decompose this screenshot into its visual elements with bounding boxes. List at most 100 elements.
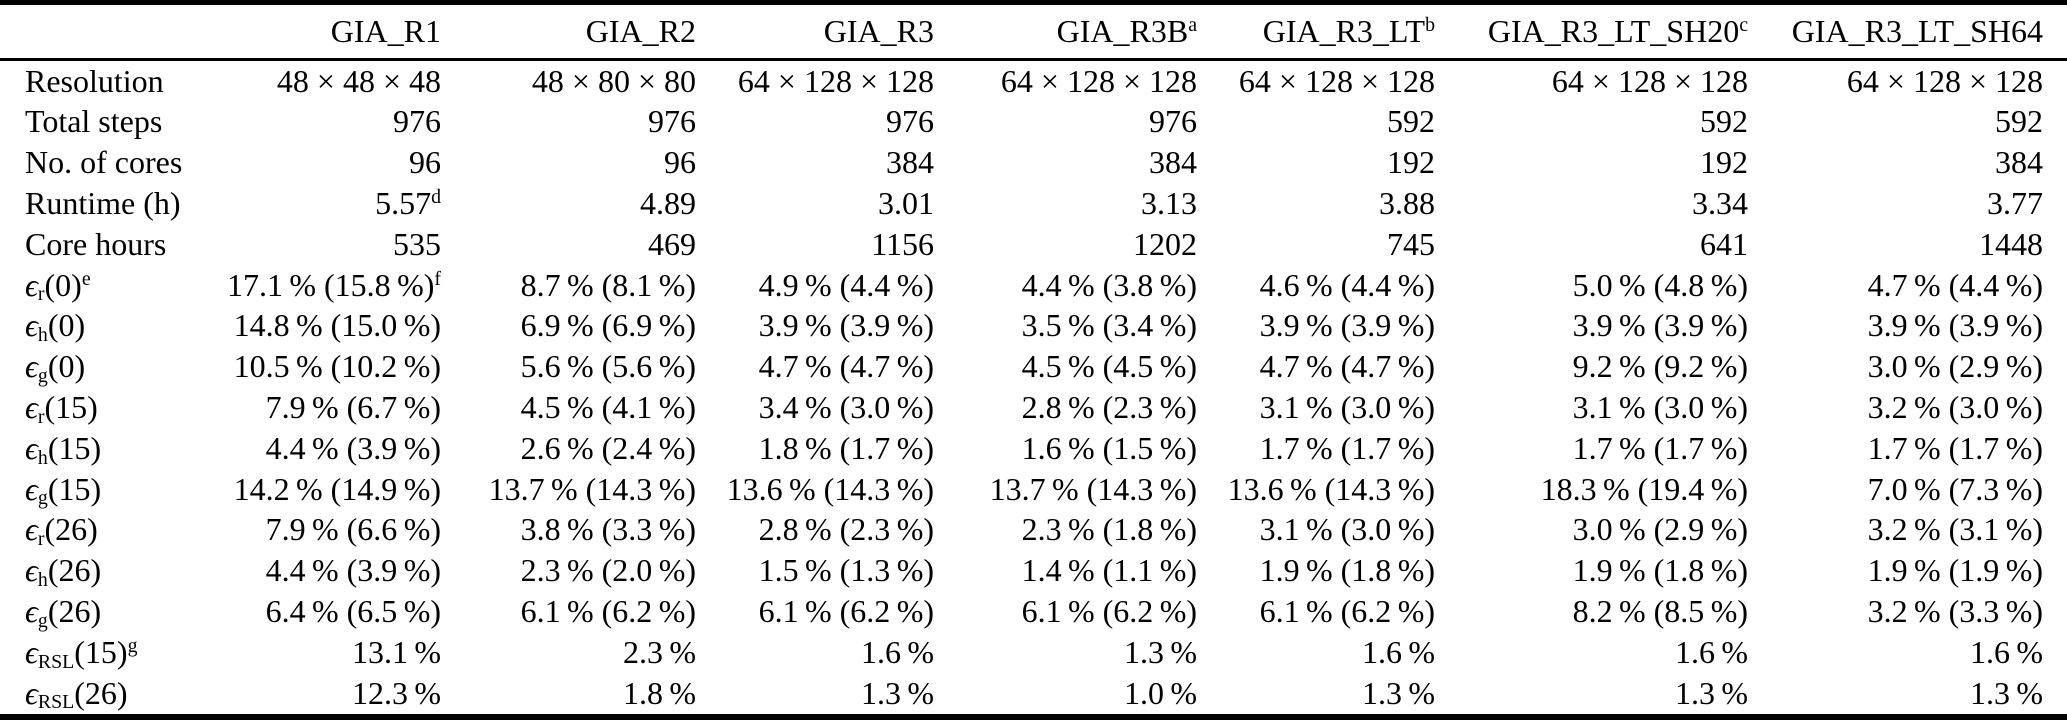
cell-value: 1.4 % (1.1 %): [1021, 552, 1197, 589]
cell-value: 3.2 % (3.1 %): [1867, 511, 2043, 548]
epsilon-symbol: ϵ: [25, 511, 38, 548]
table-row: No. of cores 96 96 384 384 192 192 384: [0, 143, 2067, 184]
row-label-subscript: RSL: [37, 691, 75, 714]
table-cell: 1.3 %: [1748, 673, 2067, 717]
row-label: Core hours: [0, 224, 220, 265]
column-header-label: GIA_R3B: [1056, 12, 1189, 49]
table-cell: 1.4 % (1.1 %): [934, 551, 1197, 592]
table-row: ϵg(0) 10.5 % (10.2 %) 5.6 % (5.6 %) 4.7 % (…: [0, 347, 2067, 388]
table-cell: 3.88: [1197, 183, 1435, 224]
table-header: GIA_R1 GIA_R2 GIA_R3 GIA_R3Ba GIA_R3_LTb GIA_…: [0, 2, 2067, 61]
cell-value: 4.5 % (4.5 %): [1021, 348, 1197, 385]
header-row: GIA_R1 GIA_R2 GIA_R3 GIA_R3Ba GIA_R3_LTb GIA_…: [0, 2, 2067, 61]
table-cell: 1448: [1748, 224, 2067, 265]
table-cell: 6.1 % (6.2 %): [441, 591, 696, 632]
cell-value: 592: [1700, 103, 1748, 140]
table-cell: 13.1 %: [220, 632, 441, 673]
table-cell: 1.9 % (1.8 %): [1197, 551, 1435, 592]
cell-value: 64 × 128 × 128: [1846, 62, 2043, 99]
table-cell: 1.6 % (1.5 %): [934, 428, 1197, 469]
table-cell: 2.6 % (2.4 %): [441, 428, 696, 469]
table-row: ϵh(15) 4.4 % (3.9 %) 2.6 % (2.4 %) 1.8 % (1…: [0, 428, 2067, 469]
column-header-label: GIA_R3: [823, 12, 934, 49]
row-label-subscript: h: [37, 446, 48, 469]
row-label-text: (15): [74, 633, 128, 670]
table-row: ϵg(26) 6.4 % (6.5 %) 6.1 % (6.2 %) 6.1 % (6…: [0, 591, 2067, 632]
cell-value: 64 × 128 × 128: [1000, 62, 1197, 99]
table-row: Core hours 535 469 1156 1202 745 641 1448: [0, 224, 2067, 265]
cell-value: 641: [1700, 225, 1748, 262]
table-cell: 4.4 % (3.9 %): [220, 551, 441, 592]
cell-value: 3.8 % (3.3 %): [520, 511, 696, 548]
cell-value: 3.01: [878, 184, 934, 221]
cell-value: 3.9 % (3.9 %): [1259, 307, 1435, 344]
row-label-subscript: r: [37, 528, 45, 551]
table-row: Total steps 976 976 976 976 592 592 592: [0, 102, 2067, 143]
table-cell: 12.3 %: [220, 673, 441, 717]
cell-value: 2.3 %: [622, 633, 696, 670]
column-header-label: GIA_R2: [585, 12, 696, 49]
cell-value: 1.6 %: [1674, 633, 1748, 670]
table-cell: 976: [220, 102, 441, 143]
cell-value: 3.77: [1987, 184, 2043, 221]
column-superscript-note: b: [1425, 13, 1435, 36]
table-cell: 3.2 % (3.0 %): [1748, 387, 2067, 428]
row-label: ϵg(26): [0, 591, 220, 632]
table-cell: 1.7 % (1.7 %): [1435, 428, 1748, 469]
table-cell: 10.5 % (10.2 %): [220, 347, 441, 388]
table-cell: 3.9 % (3.9 %): [696, 306, 934, 347]
cell-value: 6.4 % (6.5 %): [265, 592, 441, 629]
row-label: Total steps: [0, 102, 220, 143]
table-cell: 13.7 % (14.3 %): [934, 469, 1197, 510]
table-cell: 3.2 % (3.3 %): [1748, 591, 2067, 632]
cell-value: 18.3 % (19.4 %): [1540, 470, 1748, 507]
table-cell: 976: [441, 102, 696, 143]
table-cell: 7.9 % (6.7 %): [220, 387, 441, 428]
table-cell: 9.2 % (9.2 %): [1435, 347, 1748, 388]
column-header: GIA_R3Ba: [934, 2, 1197, 61]
cell-value: 384: [1149, 144, 1197, 181]
table-cell: 8.7 % (8.1 %): [441, 265, 696, 306]
row-label-subscript: g: [37, 487, 48, 510]
column-superscript-note: c: [1739, 13, 1748, 36]
table-cell: 2.8 % (2.3 %): [934, 387, 1197, 428]
cell-value: 3.0 % (2.9 %): [1867, 348, 2043, 385]
cell-value: 1448: [1979, 225, 2043, 262]
cell-value: 384: [886, 144, 934, 181]
row-label: ϵh(15): [0, 428, 220, 469]
table-cell: 745: [1197, 224, 1435, 265]
cell-value: 8.2 % (8.5 %): [1572, 592, 1748, 629]
row-label: ϵr(0)e: [0, 265, 220, 306]
cell-value: 592: [1995, 103, 2043, 140]
table-cell: 2.3 % (1.8 %): [934, 510, 1197, 551]
cell-value: 4.4 % (3.9 %): [265, 429, 441, 466]
row-label: ϵRSL(26): [0, 673, 220, 717]
table-cell: 96: [441, 143, 696, 184]
cell-value: 1.6 %: [1969, 633, 2043, 670]
cell-value: 3.1 % (3.0 %): [1572, 388, 1748, 425]
cell-value: 1.9 % (1.8 %): [1572, 552, 1748, 589]
cell-value: 1.3 %: [1361, 674, 1435, 711]
table-row: ϵh(0) 14.8 % (15.0 %) 6.9 % (6.9 %) 3.9 % (…: [0, 306, 2067, 347]
row-label-subscript: h: [37, 324, 48, 347]
table-cell: 3.9 % (3.9 %): [1197, 306, 1435, 347]
table-cell: 3.9 % (3.9 %): [1435, 306, 1748, 347]
column-header-label: GIA_R3_LT: [1262, 12, 1426, 49]
cell-value: 6.1 % (6.2 %): [1259, 592, 1435, 629]
column-header: GIA_R3_LT_SH64: [1748, 2, 2067, 61]
cell-value: 1.3 %: [1674, 674, 1748, 711]
table-cell: 192: [1435, 143, 1748, 184]
row-label-text: (26): [44, 511, 98, 548]
cell-value: 96: [409, 144, 441, 181]
table-cell: 6.1 % (6.2 %): [696, 591, 934, 632]
cell-value: 5.0 % (4.8 %): [1572, 266, 1748, 303]
table-cell: 8.2 % (8.5 %): [1435, 591, 1748, 632]
row-label: Runtime (h): [0, 183, 220, 224]
epsilon-symbol: ϵ: [25, 266, 38, 303]
cell-value: 2.8 % (2.3 %): [1021, 388, 1197, 425]
table-cell: 1.3 %: [696, 673, 934, 717]
cell-value: 1.7 % (1.7 %): [1259, 429, 1435, 466]
row-label-subscript: g: [37, 364, 48, 387]
row-label-subscript: r: [37, 405, 45, 428]
